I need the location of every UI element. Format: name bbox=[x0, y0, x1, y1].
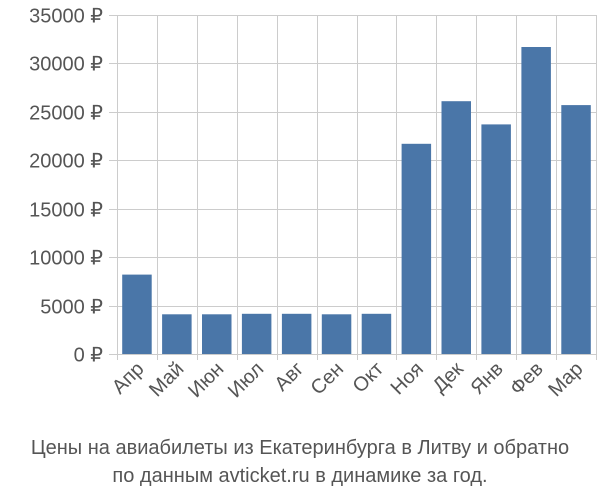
x-tick-label: Окт bbox=[349, 358, 388, 397]
chart-caption-line-2: по данным avticket.ru в динамике за год. bbox=[112, 465, 488, 487]
bar-9 bbox=[441, 101, 471, 354]
chart-caption-line-1: Цены на авиабилеты из Екатеринбурга в Ли… bbox=[30, 437, 570, 459]
bar-10 bbox=[481, 124, 511, 355]
bars bbox=[122, 47, 591, 355]
y-tick-label: 5000 ₽ bbox=[40, 297, 103, 319]
y-tick-label: 10000 ₽ bbox=[29, 248, 103, 270]
bar-8 bbox=[401, 143, 432, 354]
x-tick-label: Авг bbox=[270, 358, 308, 396]
x-tick-label: Апр bbox=[108, 358, 149, 399]
x-tick-label: Мар bbox=[544, 358, 587, 401]
y-tick-label: 30000 ₽ bbox=[29, 54, 103, 76]
x-tick-label: Май bbox=[145, 358, 188, 401]
y-tick-label: 35000 ₽ bbox=[29, 6, 103, 28]
bar-6 bbox=[321, 314, 352, 354]
bar-5 bbox=[281, 313, 312, 354]
y-tick-label: 20000 ₽ bbox=[29, 151, 103, 173]
x-tick-label: Июн bbox=[184, 358, 228, 402]
bar-chart: 0 ₽ 5000 ₽ 10000 ₽ 15000 ₽ 20000 ₽ 25000 ₽ 300… bbox=[29, 6, 597, 402]
bar-3 bbox=[202, 314, 232, 354]
x-tick-label: Июл bbox=[224, 358, 268, 402]
bar-11 bbox=[521, 47, 551, 354]
y-tick-label: 0 ₽ bbox=[74, 345, 104, 367]
y-tick-label: 15000 ₽ bbox=[29, 200, 103, 222]
x-tick-label: Дек bbox=[429, 358, 468, 397]
grid-lines bbox=[109, 15, 597, 360]
x-tick-label: Янв bbox=[467, 358, 508, 399]
bar-7 bbox=[361, 313, 392, 354]
x-tick-label: Сен bbox=[307, 358, 348, 399]
y-tick-label: 25000 ₽ bbox=[29, 103, 103, 125]
x-tick-label: Фев bbox=[506, 358, 548, 400]
bar-2 bbox=[162, 314, 192, 354]
bar-12 bbox=[561, 105, 591, 354]
bar-4 bbox=[241, 313, 272, 354]
bar-1 bbox=[122, 274, 152, 354]
y-axis-ticks: 0 ₽ 5000 ₽ 10000 ₽ 15000 ₽ 20000 ₽ 25000 ₽ 300… bbox=[29, 6, 103, 367]
x-tick-label: Ноя bbox=[387, 358, 428, 399]
